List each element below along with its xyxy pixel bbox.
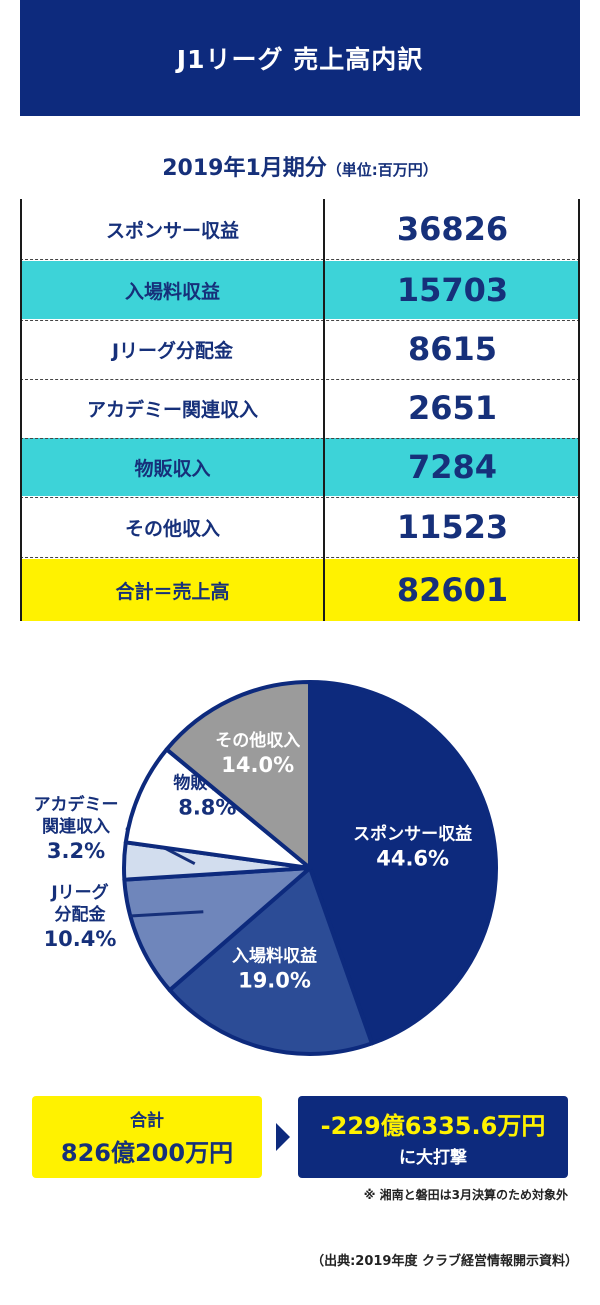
row-divider — [20, 320, 580, 321]
pie-slice — [167, 866, 374, 1056]
slice-name-label: 関連収入 — [42, 816, 110, 837]
table-row: 合計＝売上高 82601 — [20, 559, 580, 621]
page-title: J1リーグ 売上高内訳 — [176, 45, 424, 74]
row-label: 合計＝売上高 — [115, 580, 230, 603]
total-value: 826億200万円 — [60, 1139, 234, 1167]
arrow-right-icon — [276, 1123, 290, 1151]
row-value: 7284 — [407, 448, 498, 486]
table-row: スポンサー収益 36826 — [20, 199, 580, 259]
loss-value: -229億6335.6万円 — [320, 1112, 546, 1140]
table-row: その他収入 11523 — [20, 497, 580, 557]
table-column-line — [20, 199, 22, 621]
row-value: 36826 — [396, 210, 509, 248]
slice-percent-label: 14.0% — [221, 753, 294, 777]
row-divider — [20, 497, 580, 498]
row-label: スポンサー収益 — [105, 219, 239, 242]
total-label: 合計 — [130, 1111, 164, 1131]
total-box: 合計 826億200万円 — [32, 1096, 262, 1178]
row-value: 11523 — [396, 508, 509, 546]
table-row: アカデミー関連収入 2651 — [20, 379, 580, 437]
table-column-line — [323, 199, 325, 621]
table-subtitle: 2019年1月期分（単位:百万円） — [20, 150, 580, 182]
row-divider — [20, 438, 580, 439]
table-column-line — [578, 199, 580, 621]
row-label: アカデミー関連収入 — [86, 398, 258, 421]
table-row: 入場料収益 15703 — [20, 261, 580, 319]
slice-name-label: アカデミー — [34, 794, 119, 815]
row-value: 2651 — [407, 389, 498, 427]
row-divider — [20, 259, 580, 260]
source-credit: （出典:2019年度 クラブ経営情報開示資料） — [311, 1254, 578, 1269]
page-header: J1リーグ 売上高内訳 — [20, 0, 580, 116]
pie-slice — [123, 747, 312, 870]
footnote: ※ 湘南と磐田は3月決算のため対象外 — [363, 1188, 568, 1202]
row-value: 15703 — [396, 271, 509, 309]
slice-name-label: 入場料収益 — [232, 945, 317, 966]
slice-name-label: 分配金 — [55, 904, 107, 925]
row-value: 8615 — [407, 330, 498, 368]
row-value: 82601 — [396, 571, 509, 609]
row-label: 物販収入 — [134, 457, 211, 480]
slice-percent-label: 3.2% — [47, 839, 105, 863]
slice-percent-label: 44.6% — [376, 846, 449, 870]
row-divider — [20, 379, 580, 380]
row-label: Jリーグ分配金 — [111, 339, 234, 362]
slice-name-label: Jリーグ — [50, 882, 108, 903]
revenue-table: スポンサー収益 36826 入場料収益 15703 Jリーグ分配金 8615 アカデミー関連… — [20, 199, 580, 621]
unit-label: （単位:百万円） — [326, 161, 438, 179]
row-label: その他収入 — [124, 517, 220, 540]
leader-line — [129, 910, 204, 918]
row-label: 入場料収益 — [124, 280, 220, 303]
loss-text: に大打撃 — [399, 1148, 467, 1168]
slice-percent-label: 10.4% — [44, 927, 117, 951]
table-row: Jリーグ分配金 8615 — [20, 320, 580, 378]
table-row: 物販収入 7284 — [20, 438, 580, 496]
pie-slice — [308, 680, 498, 1046]
slice-name-label: その他収入 — [215, 730, 300, 751]
slice-percent-label: 19.0% — [238, 968, 311, 992]
row-divider — [20, 557, 580, 558]
pie-slice — [122, 866, 312, 993]
slice-name-label: スポンサー収益 — [353, 823, 472, 844]
pie-slice — [164, 680, 312, 870]
period-label: 2019年1月期分 — [162, 156, 327, 181]
loss-box: -229億6335.6万円 に大打撃 — [298, 1096, 568, 1178]
